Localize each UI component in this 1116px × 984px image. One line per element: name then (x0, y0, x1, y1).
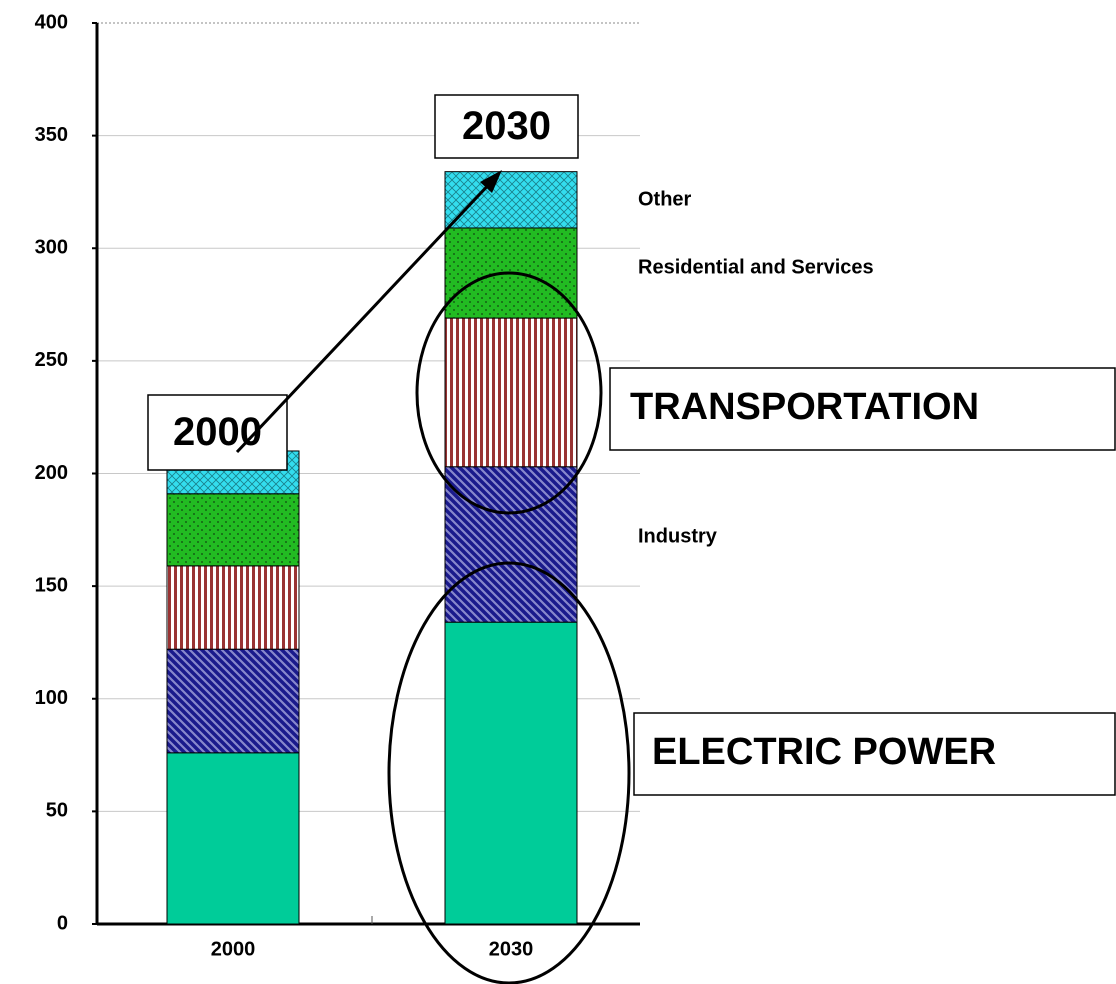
y-tick-label: 50 (46, 800, 68, 822)
highlight-ellipse (387, 561, 631, 984)
bar-segment (444, 466, 578, 623)
x-tick-label: 2030 (489, 938, 534, 960)
bars (166, 171, 578, 925)
y-tick-label: 250 (35, 349, 68, 371)
x-tick-label: 2000 (211, 938, 256, 960)
label-box (609, 367, 1116, 451)
y-tick-label: 350 (35, 124, 68, 146)
label-box (633, 712, 1116, 796)
annotation-box (147, 394, 288, 471)
annotation: 2000 (173, 410, 262, 454)
y-tick-label: 100 (35, 687, 68, 709)
series-label: TRANSPORTATION (630, 386, 979, 428)
highlight-ellipse (415, 271, 603, 515)
bar-segment (444, 621, 578, 925)
arrow-line (235, 176, 497, 454)
annotation: 2030 (462, 104, 551, 148)
series-label: ELECTRIC POWER (652, 731, 996, 773)
bar-segment (166, 752, 300, 925)
series-label: Industry (638, 525, 718, 547)
y-tick-label: 150 (35, 574, 68, 596)
y-tick-label: 200 (35, 462, 68, 484)
bar-segment (166, 648, 300, 754)
series-label: Other (638, 188, 692, 210)
y-tick-label: 300 (35, 237, 68, 259)
bar-segment (166, 493, 300, 567)
y-tick-label: 0 (57, 912, 68, 934)
y-tick-label: 400 (35, 11, 68, 33)
overlay: ELECTRIC POWER Industry TRANSPORTATION Resi… (147, 94, 1116, 984)
bar-segment (444, 171, 578, 229)
annotation-box (434, 94, 579, 159)
arrow-head (480, 170, 502, 193)
bar-segment (166, 565, 300, 650)
series-label: Residential and Services (638, 256, 874, 278)
bar-segment (444, 317, 578, 468)
